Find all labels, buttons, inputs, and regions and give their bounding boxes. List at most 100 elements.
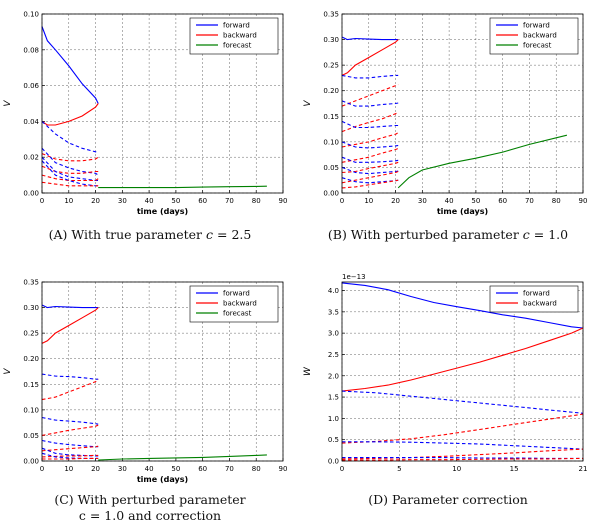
series-line-forward-dashed bbox=[41, 416, 99, 425]
y-tick-label: 1.0 bbox=[328, 415, 339, 423]
series-line-backward-dashed bbox=[41, 165, 99, 174]
y-tick-label: 0.10 bbox=[23, 11, 39, 19]
y-tick-label: 0.00 bbox=[323, 190, 339, 198]
series-line-backward-dashed bbox=[341, 179, 399, 189]
y-tick-label: 2.0 bbox=[328, 372, 339, 380]
x-tick-label: 40 bbox=[145, 465, 154, 473]
x-tick-label: 5 bbox=[397, 465, 401, 473]
x-tick-label: 70 bbox=[225, 465, 234, 473]
x-tick-label: 10 bbox=[452, 465, 461, 473]
caption-tag: (C) bbox=[54, 492, 74, 507]
x-tick-label: 50 bbox=[471, 197, 480, 205]
y-axis-label: V bbox=[3, 100, 13, 107]
series-line-forward bbox=[41, 304, 99, 309]
chart-svg: 0 10 20 30 40 50 60 70 80 90 0.00 0.02 0.04 0.06 0.08 0… bbox=[3, 11, 288, 217]
series-line-forward-dashed bbox=[342, 457, 583, 459]
series-line-forward-dashed bbox=[341, 156, 399, 163]
series-line-backward bbox=[41, 103, 99, 126]
x-tick-label: 10 bbox=[64, 465, 73, 473]
y-tick-label: 0.10 bbox=[323, 138, 339, 146]
x-tick-label: 0 bbox=[340, 465, 344, 473]
y-tick-label: 0.15 bbox=[323, 113, 339, 121]
series-line-backward-dashed bbox=[341, 170, 399, 184]
caption-text-post: = 1.0 bbox=[529, 227, 569, 242]
x-tick-label: 0 bbox=[40, 197, 44, 205]
caption-tag: (D) bbox=[368, 492, 388, 507]
chart-svg: 0 10 20 30 40 50 60 70 80 90 0.00 0.05 0.10 0.15 0.20 0… bbox=[3, 279, 287, 485]
legend-box bbox=[489, 285, 579, 313]
plot-frame bbox=[341, 281, 584, 462]
caption-tag: (B) bbox=[327, 227, 347, 242]
caption-text: With true parameter bbox=[67, 227, 207, 242]
series-line-backward bbox=[341, 39, 399, 76]
series-line-forecast bbox=[98, 185, 267, 189]
series-line-forward-dashed bbox=[41, 160, 99, 187]
y-tick-label: 0.5 bbox=[328, 436, 339, 444]
legend-label-forecast: forecast bbox=[223, 310, 252, 318]
x-axis-label: time (days) bbox=[137, 207, 188, 216]
series-line-forward-dashed bbox=[41, 447, 99, 457]
legend-label-forecast: forecast bbox=[523, 42, 552, 50]
y-axis-label: W bbox=[303, 366, 313, 376]
x-tick-label: 90 bbox=[279, 197, 288, 205]
legend-label-backward: backward bbox=[523, 300, 557, 308]
caption-var: c bbox=[522, 227, 530, 242]
x-tick-label: 10 bbox=[364, 197, 373, 205]
y-tick-label: 0.25 bbox=[323, 62, 339, 70]
x-axis-label: time (days) bbox=[437, 207, 488, 216]
chart-panel-b: 0 10 20 30 40 50 60 70 80 90 0.00 0.05 0.10 0.15 0.20 0… bbox=[300, 0, 593, 225]
y-tick-label: 0.06 bbox=[23, 82, 39, 90]
series-line-backward-dashed bbox=[341, 132, 399, 148]
legend-label-backward: backward bbox=[223, 300, 257, 308]
plot-frame bbox=[41, 13, 284, 194]
caption-tag: (A) bbox=[48, 227, 68, 242]
x-tick-label: 60 bbox=[198, 197, 207, 205]
x-tick-label: 20 bbox=[91, 197, 100, 205]
y-tick-label: 0.15 bbox=[23, 381, 39, 389]
series-line-backward-dashed bbox=[41, 174, 99, 182]
series-line-backward-dashed bbox=[341, 84, 399, 107]
caption-c: (C) With perturbed parameter c = 1.0 and… bbox=[5, 492, 295, 524]
y-tick-label: 0.35 bbox=[23, 279, 39, 287]
series-line-forward-dashed bbox=[41, 373, 99, 380]
x-tick-label: 0 bbox=[340, 197, 344, 205]
legend-label-forward: forward bbox=[223, 22, 250, 30]
caption-text-post: = 2.5 bbox=[213, 227, 252, 242]
series-line-forward-dashed bbox=[341, 120, 399, 129]
series-line-forward-dashed bbox=[341, 166, 399, 175]
y-tick-label: 2.5 bbox=[328, 351, 339, 359]
y-tick-label: 0.00 bbox=[23, 458, 39, 466]
y-tick-label: 1.5 bbox=[328, 394, 339, 402]
series-line-backward-dashed bbox=[41, 153, 99, 162]
legend-label-forecast: forecast bbox=[223, 42, 252, 50]
y-tick-label: 3.5 bbox=[328, 308, 339, 316]
caption-text: With perturbed parameter bbox=[346, 227, 523, 242]
caption-d: (D) Parameter correction bbox=[303, 492, 593, 508]
y-offset-label: 1e−13 bbox=[342, 273, 366, 281]
y-axis-label: V bbox=[303, 100, 313, 107]
series-line-backward-dashed bbox=[41, 378, 99, 401]
x-tick-label: 80 bbox=[252, 465, 261, 473]
y-tick-label: 0.20 bbox=[323, 87, 339, 95]
y-tick-label: 0.05 bbox=[323, 164, 339, 172]
caption-b: (B) With perturbed parameter c = 1.0 bbox=[303, 227, 593, 243]
series-line-forward bbox=[341, 282, 584, 329]
y-tick-label: 0.10 bbox=[23, 406, 39, 414]
caption-text-line2: c = 1.0 and correction bbox=[78, 508, 222, 523]
y-tick-label: 0.30 bbox=[323, 36, 339, 44]
series-line-forward-dashed bbox=[342, 441, 584, 450]
chart-panel-d: 0 5 10 15 21 0.0 0.5 1.0 1.5 2.0 2.5 3.0 3.5 4.0 W 1e−1… bbox=[300, 268, 593, 493]
x-tick-label: 80 bbox=[552, 197, 561, 205]
series-line-forward bbox=[41, 26, 99, 104]
series-line-backward bbox=[41, 307, 99, 344]
series-line-backward bbox=[341, 327, 584, 392]
series-line-backward-dashed bbox=[41, 454, 99, 458]
series-line-forecast bbox=[98, 454, 267, 461]
legend-box bbox=[189, 17, 279, 55]
series-line-forward bbox=[341, 36, 399, 41]
legend-label-forward: forward bbox=[223, 290, 250, 298]
legend-label-backward: backward bbox=[223, 32, 257, 40]
series-line-forward-dashed bbox=[41, 439, 99, 448]
y-tick-label: 0.35 bbox=[323, 11, 339, 19]
chart-panel-a: 0 10 20 30 40 50 60 70 80 90 0.00 0.02 0.04 0.06 0.08 0… bbox=[0, 0, 293, 225]
